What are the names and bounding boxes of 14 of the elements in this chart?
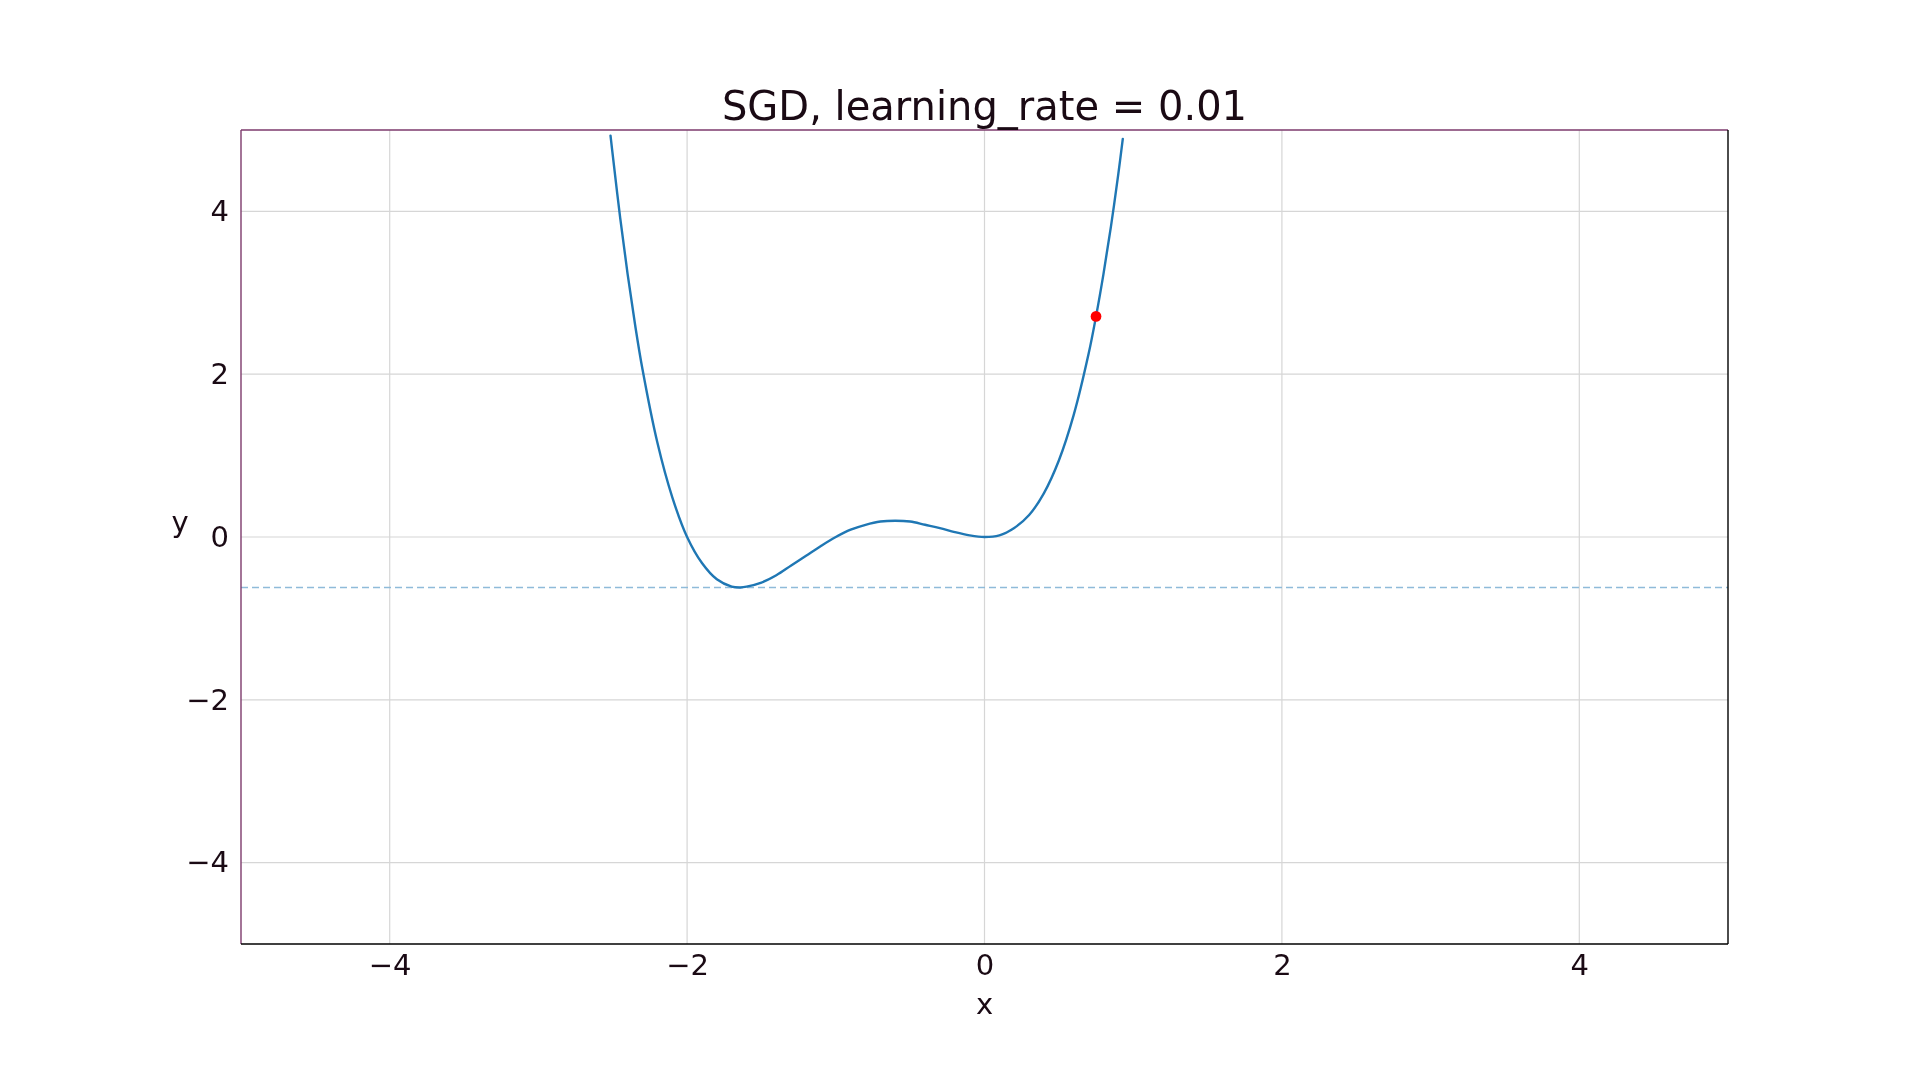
y-tick-label: −4 xyxy=(186,845,229,880)
y-tick-label: 4 xyxy=(210,194,229,229)
x-tick-label: 2 xyxy=(1273,947,1292,982)
y-tick-label: −2 xyxy=(186,682,229,717)
x-tick-label: 0 xyxy=(975,947,995,982)
y-tick-label: 0 xyxy=(210,519,229,554)
chart-title: SGD, learning_rate = 0.01 xyxy=(721,83,1248,130)
x-tick-label: −2 xyxy=(666,947,709,982)
x-axis-title: x xyxy=(975,987,994,1021)
y-axis-title: y xyxy=(171,505,189,539)
y-tick-label: 2 xyxy=(210,356,229,391)
x-tick-label: 4 xyxy=(1570,947,1590,982)
x-tick-label: −4 xyxy=(368,947,412,982)
line-series xyxy=(609,134,1124,589)
